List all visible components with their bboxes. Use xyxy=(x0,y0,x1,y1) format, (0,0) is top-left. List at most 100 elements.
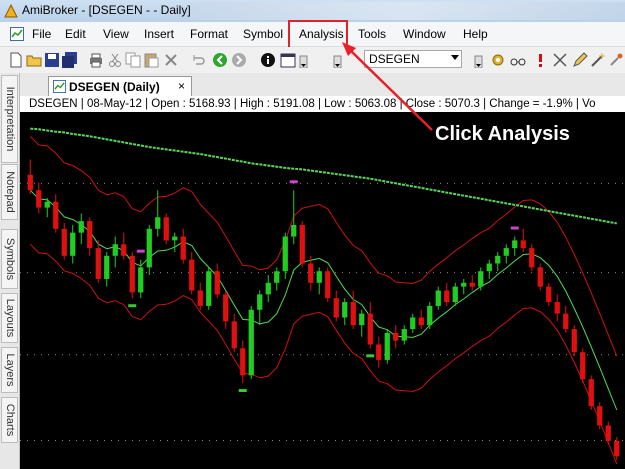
toolbar-chevron-icon[interactable] xyxy=(330,52,346,68)
menu-file[interactable]: File xyxy=(32,27,52,41)
candle-body xyxy=(537,267,543,287)
lower-band-line xyxy=(29,243,618,465)
candle-body xyxy=(580,352,586,380)
candle-body xyxy=(359,313,365,326)
menu-analysis[interactable]: Analysis xyxy=(299,27,344,41)
menu-help[interactable]: Help xyxy=(463,27,488,41)
side-tab-layouts[interactable]: Layouts xyxy=(1,293,18,343)
price-chart[interactable]: DSEGEN | 08-May-12 | Open : 5168.93 | Hi… xyxy=(20,96,625,469)
candle-body xyxy=(461,282,467,287)
candle-body xyxy=(554,302,560,314)
candle-body xyxy=(61,228,67,256)
candle-body xyxy=(367,313,373,345)
candle-body xyxy=(376,344,382,360)
candle-body xyxy=(291,224,297,237)
candle-body xyxy=(435,290,441,306)
save-all-icon[interactable] xyxy=(62,52,78,68)
gear-icon[interactable] xyxy=(490,52,506,68)
chart-icon xyxy=(53,80,66,93)
candle-body xyxy=(27,174,33,191)
print-icon[interactable] xyxy=(88,52,104,68)
candle-body xyxy=(325,271,331,299)
side-tab-interpretation[interactable]: Interpretation xyxy=(1,75,18,163)
paste-icon[interactable] xyxy=(143,52,159,68)
candle-body xyxy=(112,244,118,256)
undo-icon[interactable] xyxy=(190,52,206,68)
open-folder-icon[interactable] xyxy=(26,52,42,68)
chevron-down-icon[interactable] xyxy=(451,55,459,60)
toolbar-chevron-2-icon[interactable] xyxy=(473,52,489,68)
menu-window[interactable]: Window xyxy=(403,27,446,41)
candle-body xyxy=(146,228,152,268)
candle-body xyxy=(87,221,93,249)
symbol-combo[interactable]: DSEGEN xyxy=(364,50,462,68)
candle-body xyxy=(274,271,280,283)
menu-tools[interactable]: Tools xyxy=(358,27,387,41)
menu-view[interactable]: View xyxy=(103,27,129,41)
candle-body xyxy=(265,282,271,295)
candle-body xyxy=(401,329,407,341)
magic-icon[interactable] xyxy=(608,52,624,68)
document-tab-dsegen[interactable]: DSEGEN (Daily) × xyxy=(48,76,192,97)
menu-insert[interactable]: Insert xyxy=(144,27,175,41)
candle-body xyxy=(520,240,526,249)
candle-body xyxy=(563,313,569,330)
scissors-icon[interactable] xyxy=(552,52,568,68)
candle-body xyxy=(248,309,254,376)
swing-high-marker xyxy=(136,249,145,253)
candle-body xyxy=(240,348,246,376)
alert-icon[interactable] xyxy=(532,52,548,68)
delete-icon[interactable] xyxy=(163,52,179,68)
chart-window-icon[interactable] xyxy=(10,27,24,41)
candle-body xyxy=(70,232,76,256)
amibroker-app-icon xyxy=(4,4,18,18)
long-ma-line xyxy=(30,127,617,225)
side-tab-charts[interactable]: Charts xyxy=(1,397,18,443)
candle-body xyxy=(444,290,450,303)
copy-icon[interactable] xyxy=(125,52,141,68)
side-tab-notepad[interactable]: Notepad xyxy=(1,164,18,220)
candle-body xyxy=(197,290,203,306)
candlestick-chart[interactable] xyxy=(20,112,625,469)
candle-body xyxy=(512,240,518,249)
info-icon[interactable] xyxy=(260,52,276,68)
calendar-icon[interactable] xyxy=(280,52,296,68)
glasses-icon[interactable] xyxy=(510,52,526,68)
candle-body xyxy=(418,317,424,326)
menu-bar: File Edit View Insert Format Symbol Anal… xyxy=(0,22,625,47)
candle-body xyxy=(231,321,237,349)
side-tab-layers[interactable]: Layers xyxy=(1,347,18,393)
window-title: AmiBroker - [DSEGEN - - Daily] xyxy=(22,3,191,17)
candle-body xyxy=(529,248,535,268)
candle-body xyxy=(299,224,305,264)
document-tab-strip: DSEGEN (Daily) × xyxy=(20,73,625,97)
swing-high-marker xyxy=(510,226,519,230)
wand-icon[interactable] xyxy=(590,52,606,68)
candle-body xyxy=(469,282,475,287)
short-ma-line xyxy=(29,189,618,411)
candle-body xyxy=(546,286,552,303)
close-icon[interactable]: × xyxy=(177,79,185,93)
forward-icon[interactable] xyxy=(231,52,247,68)
candle-body xyxy=(95,248,101,279)
candle-body xyxy=(410,317,416,330)
side-tab-label: Notepad xyxy=(3,171,16,213)
candle-body xyxy=(478,271,484,287)
toolbar-overflow-icon[interactable] xyxy=(298,52,314,68)
menu-format[interactable]: Format xyxy=(190,27,229,41)
side-tab-symbols[interactable]: Symbols xyxy=(1,229,18,289)
cut-icon[interactable] xyxy=(107,52,123,68)
back-icon[interactable] xyxy=(212,52,228,68)
save-icon[interactable] xyxy=(44,52,60,68)
candle-body xyxy=(571,329,577,353)
new-document-icon[interactable] xyxy=(8,52,24,68)
title-bar: AmiBroker - [DSEGEN - - Daily] xyxy=(0,0,625,22)
swing-low-marker xyxy=(366,354,375,358)
menu-symbol[interactable]: Symbol xyxy=(243,27,284,41)
candle-body xyxy=(163,217,169,241)
menu-edit[interactable]: Edit xyxy=(65,27,86,41)
pencil-icon[interactable] xyxy=(572,52,588,68)
candle-body xyxy=(308,263,314,283)
candle-body xyxy=(597,406,603,426)
title-bar-blurred-area xyxy=(190,2,625,20)
